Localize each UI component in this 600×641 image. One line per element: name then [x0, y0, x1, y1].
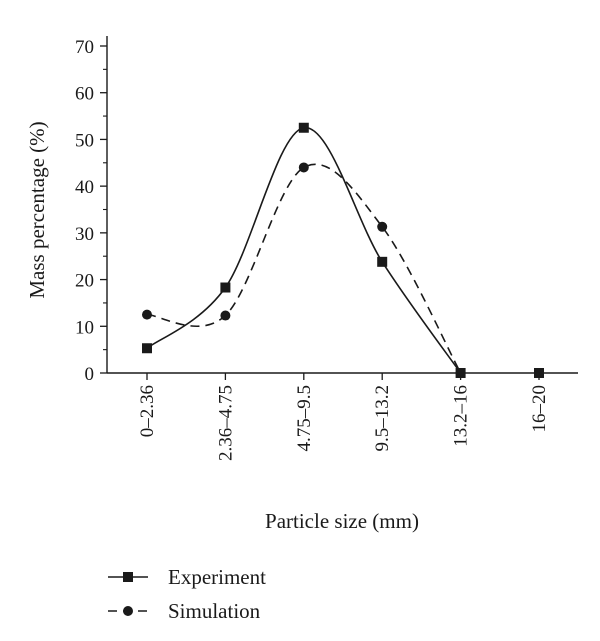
x-ticks: 0–2.36 2.36–4.75 4.75–9.5 9.5–13.2 13.2–16 16…	[137, 373, 550, 461]
point-experiment-5	[534, 368, 544, 378]
point-experiment-3	[377, 256, 388, 267]
x-tick-label-0: 0–2.36	[137, 385, 158, 437]
x-axis-title: Particle size (mm)	[265, 509, 419, 533]
x-tick-label-4: 13.2–16	[451, 385, 472, 447]
x-tick-label-2: 4.75–9.5	[294, 385, 315, 452]
point-simulation-2	[298, 162, 309, 173]
axes	[106, 36, 578, 374]
legend: Experiment Simulation	[108, 565, 266, 623]
y-tick-label-40: 40	[75, 177, 94, 198]
y-tick-label-70: 70	[75, 37, 94, 58]
point-simulation-4	[455, 368, 466, 378]
series-line-simulation	[146, 163, 462, 374]
y-tick-label-10: 10	[75, 317, 94, 338]
y-tick-label-20: 20	[75, 271, 94, 292]
legend-marker-experiment	[123, 572, 133, 582]
legend-label-experiment: Experiment	[168, 565, 266, 589]
point-simulation-0	[142, 309, 152, 320]
legend-marker-simulation	[123, 606, 133, 616]
legend-label-simulation: Simulation	[168, 599, 261, 623]
markers	[142, 122, 544, 378]
y-ticks: 0 10 20 30 40 50 60 70	[75, 37, 107, 385]
point-experiment-1	[220, 282, 231, 293]
point-experiment-2	[298, 122, 309, 133]
y-axis-title: Mass percentage (%)	[25, 121, 49, 298]
point-simulation-3	[377, 221, 388, 232]
x-tick-label-1: 2.36–4.75	[215, 385, 236, 461]
y-tick-label-0: 0	[85, 364, 95, 385]
x-tick-label-3: 9.5–13.2	[372, 385, 393, 452]
point-simulation-1	[220, 310, 231, 321]
y-tick-label-30: 30	[75, 224, 94, 245]
legend-item-simulation: Simulation	[108, 599, 261, 623]
y-tick-label-60: 60	[75, 84, 94, 105]
point-experiment-0	[142, 343, 152, 354]
y-tick-label-50: 50	[75, 130, 94, 151]
legend-item-experiment: Experiment	[108, 565, 266, 589]
x-tick-label-5: 16–20	[529, 385, 550, 433]
